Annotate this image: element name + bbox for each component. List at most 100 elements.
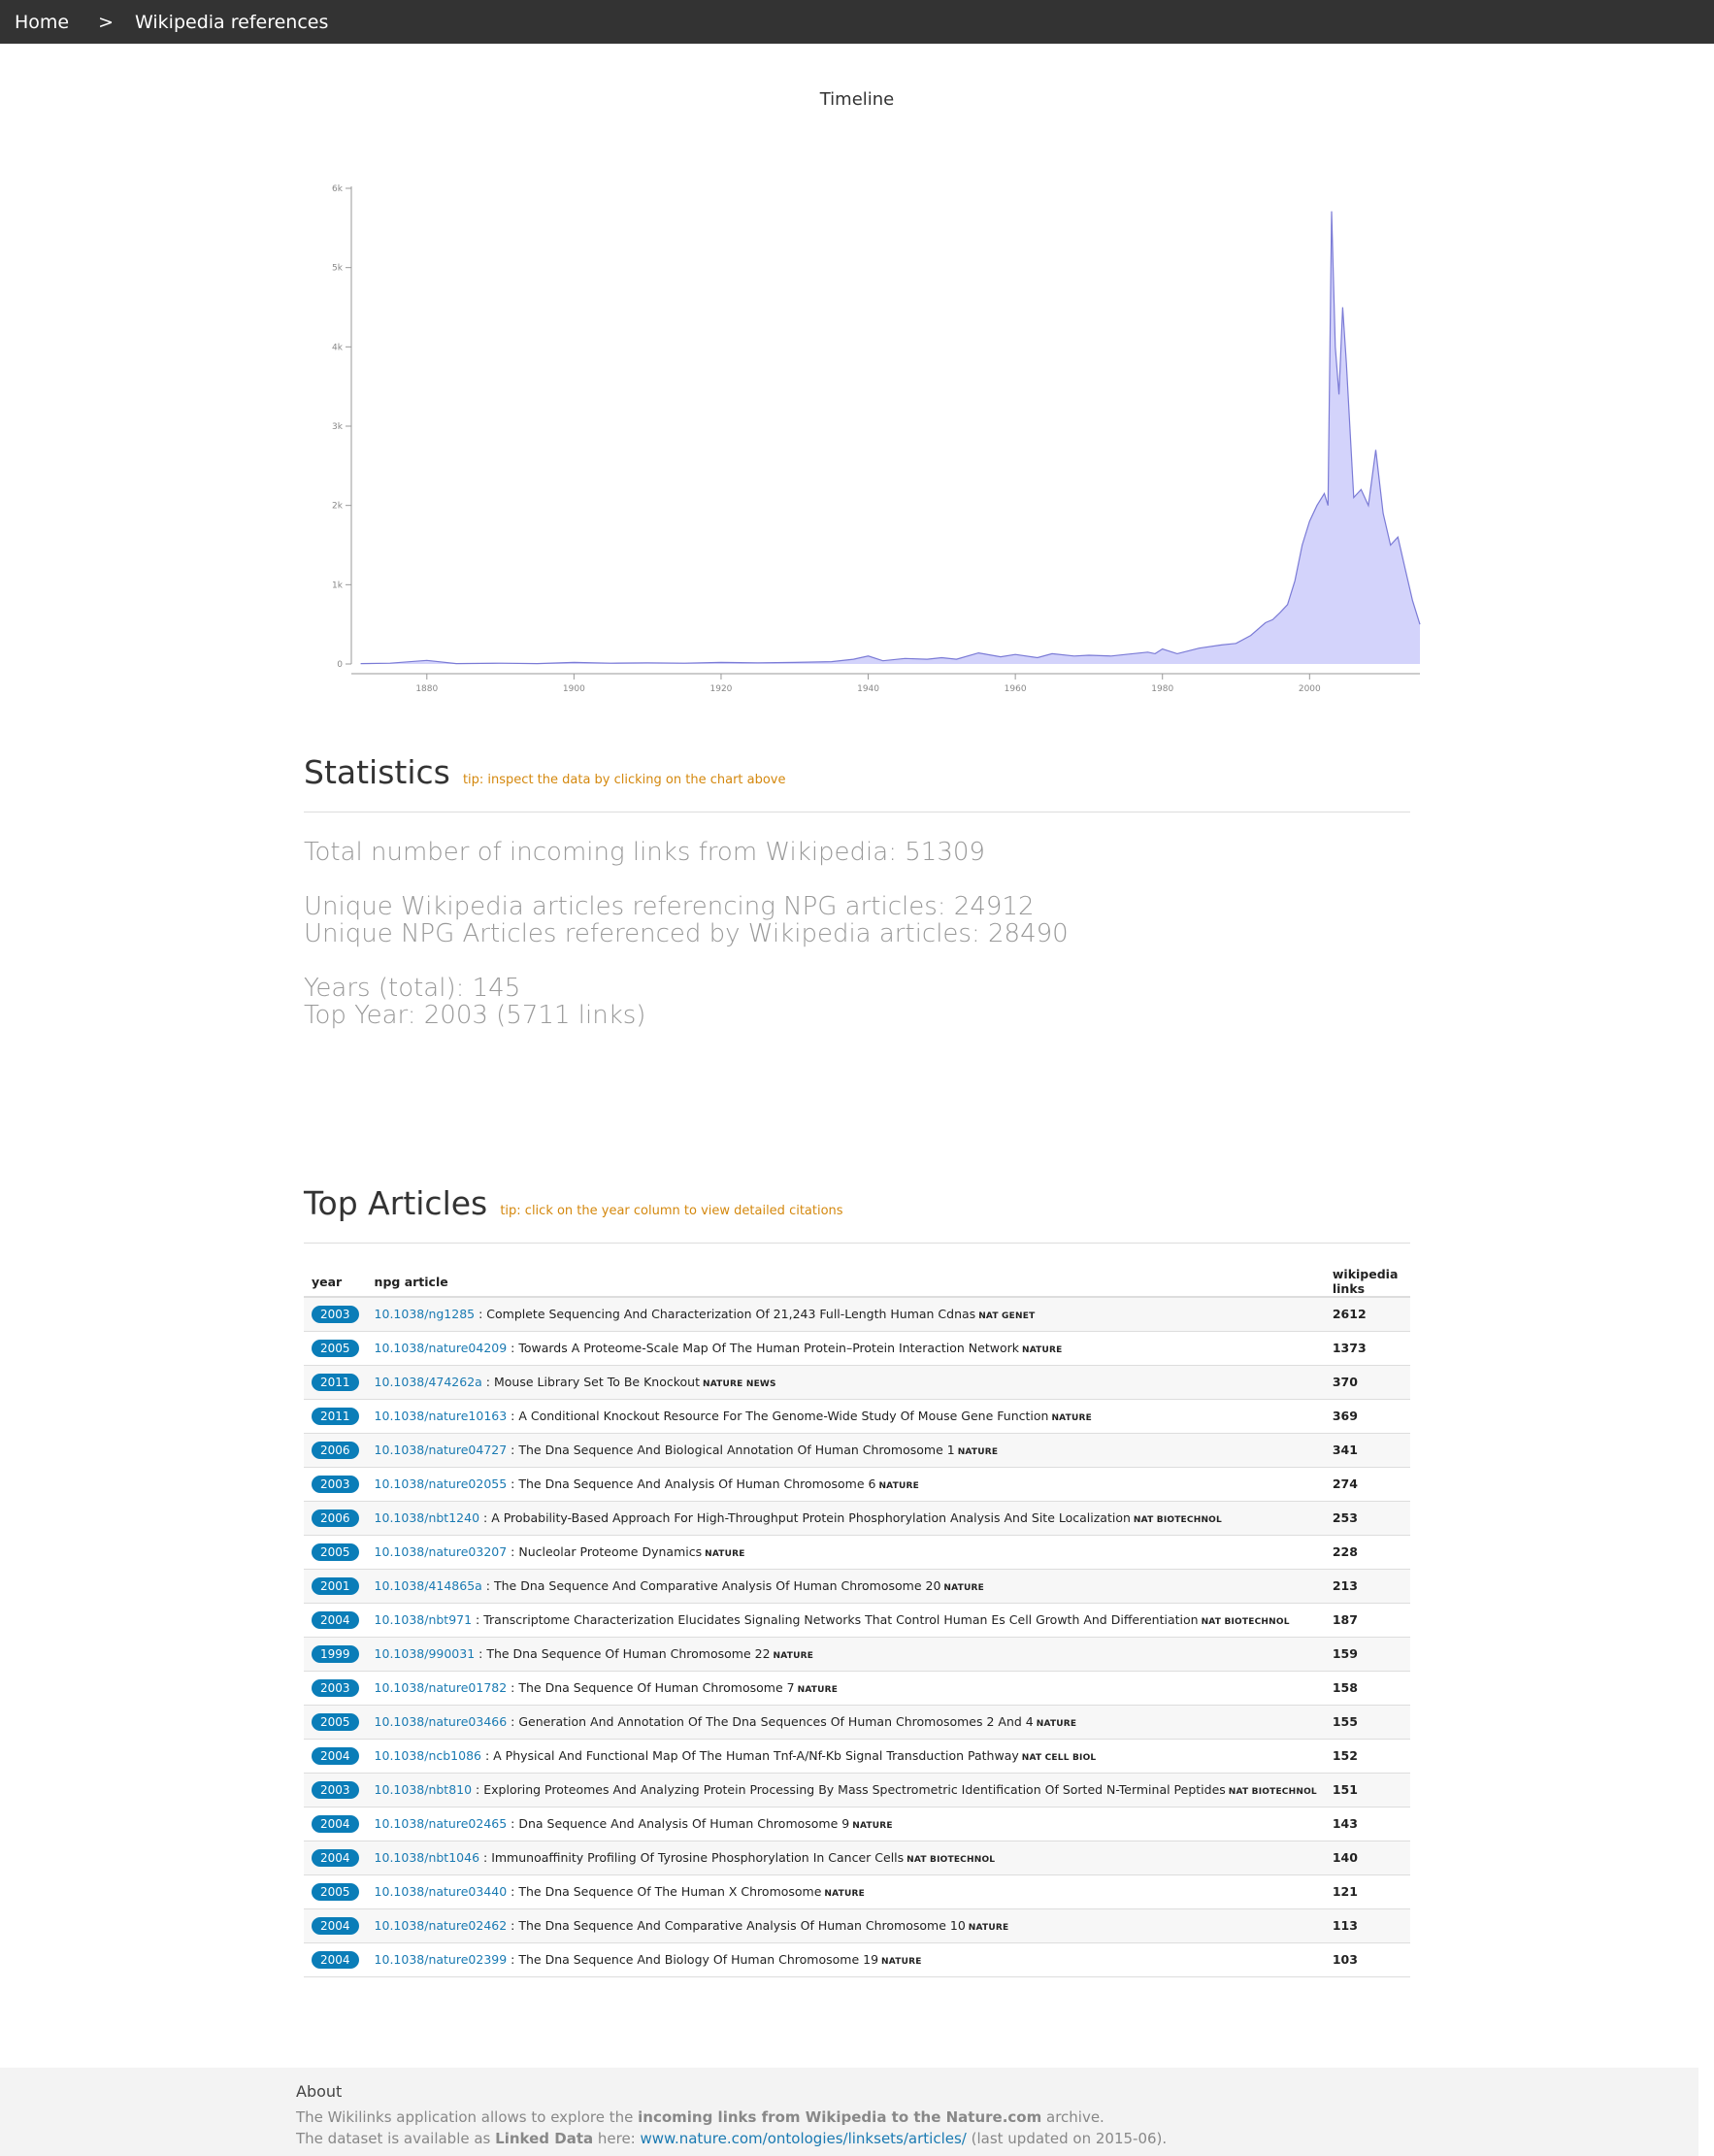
article-cell: 10.1038/nbt1046 : Immunoaffinity Profili… — [366, 1841, 1325, 1875]
series-area[interactable] — [360, 211, 1420, 664]
y-tick-label: 0 — [337, 660, 343, 670]
year-badge[interactable]: 2003 — [312, 1305, 359, 1323]
year-badge[interactable]: 2011 — [312, 1373, 359, 1391]
year-cell[interactable]: 2004 — [304, 1908, 367, 1943]
year-badge[interactable]: 2005 — [312, 1339, 359, 1357]
doi-link[interactable]: 10.1038/nature02462 — [374, 1918, 508, 1933]
year-badge[interactable]: 2004 — [312, 1916, 359, 1935]
table-row: 2004 10.1038/nature02462 : The Dna Sequen… — [304, 1908, 1410, 1943]
year-cell[interactable]: 2005 — [304, 1874, 367, 1909]
year-cell[interactable]: 2001 — [304, 1569, 367, 1604]
article-title: : Generation And Annotation Of The Dna S… — [507, 1714, 1034, 1729]
links-count: 369 — [1324, 1399, 1410, 1434]
year-cell[interactable]: 2004 — [304, 1807, 367, 1841]
year-badge[interactable]: 2003 — [312, 1475, 359, 1493]
year-cell[interactable]: 2004 — [304, 1603, 367, 1638]
statistics-heading: Statistics — [304, 753, 450, 791]
table-row: 2003 10.1038/nature02055 : The Dna Sequen… — [304, 1467, 1410, 1502]
top-articles-table: year npg article wikipedia links 2003 10.… — [304, 1267, 1410, 1977]
table-row: 2004 10.1038/ncb1086 : A Physical And Fun… — [304, 1739, 1410, 1774]
year-cell[interactable]: 2003 — [304, 1671, 367, 1706]
doi-link[interactable]: 10.1038/ng1285 — [374, 1307, 476, 1322]
links-count: 152 — [1324, 1739, 1410, 1774]
doi-link[interactable]: 10.1038/414865a — [374, 1578, 482, 1593]
links-count: 140 — [1324, 1841, 1410, 1875]
statistics-panel: Total number of incoming links from Wiki… — [304, 839, 1069, 1029]
table-row: 2003 10.1038/nbt810 : Exploring Proteomes… — [304, 1773, 1410, 1808]
breadcrumb-separator: > — [98, 11, 115, 33]
year-cell[interactable]: 1999 — [304, 1637, 367, 1672]
doi-link[interactable]: 10.1038/nbt1046 — [374, 1850, 480, 1865]
links-count: 159 — [1324, 1637, 1410, 1672]
doi-link[interactable]: 10.1038/nature02055 — [374, 1476, 508, 1491]
doi-link[interactable]: 10.1038/nature02465 — [374, 1816, 508, 1831]
doi-link[interactable]: 10.1038/nbt810 — [374, 1782, 473, 1797]
year-badge[interactable]: 2011 — [312, 1407, 359, 1425]
doi-link[interactable]: 10.1038/nature04727 — [374, 1443, 508, 1457]
doi-link[interactable]: 10.1038/474262a — [374, 1375, 482, 1389]
article-cell: 10.1038/nature02055 : The Dna Sequence A… — [366, 1467, 1325, 1502]
doi-link[interactable]: 10.1038/nature04209 — [374, 1341, 508, 1355]
year-badge[interactable]: 1999 — [312, 1644, 359, 1663]
links-count: 213 — [1324, 1569, 1410, 1604]
year-cell[interactable]: 2006 — [304, 1433, 367, 1468]
doi-link[interactable]: 10.1038/nature03466 — [374, 1714, 508, 1729]
year-badge[interactable]: 2005 — [312, 1882, 359, 1901]
journal-name: NATURE — [1021, 1345, 1063, 1355]
doi-link[interactable]: 10.1038/nbt971 — [374, 1612, 473, 1627]
year-badge[interactable]: 2004 — [312, 1848, 359, 1867]
doi-link[interactable]: 10.1038/nature02399 — [374, 1952, 508, 1967]
article-cell: 10.1038/nature01782 : The Dna Sequence O… — [366, 1671, 1325, 1706]
year-badge[interactable]: 2004 — [312, 1610, 359, 1629]
column-header-links[interactable]: wikipedia links — [1324, 1267, 1410, 1298]
linksets-link[interactable]: www.nature.com/ontologies/linksets/artic… — [640, 2130, 967, 2147]
year-badge[interactable]: 2004 — [312, 1746, 359, 1765]
year-badge[interactable]: 2003 — [312, 1780, 359, 1799]
doi-link[interactable]: 10.1038/nature03207 — [374, 1544, 508, 1559]
year-badge[interactable]: 2005 — [312, 1542, 359, 1561]
doi-link[interactable]: 10.1038/nature01782 — [374, 1680, 508, 1695]
stat-unique-npg: Unique NPG Articles referenced by Wikipe… — [304, 919, 1069, 948]
year-badge[interactable]: 2004 — [312, 1950, 359, 1969]
article-title: : A Physical And Functional Map Of The H… — [481, 1748, 1019, 1763]
year-cell[interactable]: 2004 — [304, 1942, 367, 1977]
doi-link[interactable]: 10.1038/ncb1086 — [374, 1748, 481, 1763]
journal-name: NAT BIOTECHNOL — [1228, 1787, 1317, 1797]
home-link[interactable]: Home — [15, 11, 70, 33]
year-cell[interactable]: 2004 — [304, 1841, 367, 1875]
timeline-chart[interactable]: 0 1k 2k 3k 4k 5k 6k 1880 1900 1920 1940 1960 1980 200… — [291, 165, 1436, 709]
year-cell[interactable]: 2006 — [304, 1501, 367, 1536]
table-row: 2004 10.1038/nbt971 : Transcriptome Chara… — [304, 1603, 1410, 1638]
year-badge[interactable]: 2004 — [312, 1814, 359, 1833]
top-articles-heading: Top Articles — [304, 1184, 488, 1222]
year-cell[interactable]: 2011 — [304, 1399, 367, 1434]
doi-link[interactable]: 10.1038/990031 — [374, 1646, 476, 1661]
year-cell[interactable]: 2005 — [304, 1705, 367, 1740]
year-cell[interactable]: 2003 — [304, 1773, 367, 1808]
year-badge[interactable]: 2001 — [312, 1576, 359, 1595]
journal-name: NATURE — [878, 1481, 919, 1491]
year-badge[interactable]: 2006 — [312, 1441, 359, 1459]
article-title: : Towards A Proteome-Scale Map Of The Hu… — [507, 1341, 1019, 1355]
year-badge[interactable]: 2006 — [312, 1509, 359, 1527]
x-tick-label: 1960 — [1005, 684, 1027, 694]
doi-link[interactable]: 10.1038/nature03440 — [374, 1884, 508, 1899]
statistics-tip: tip: inspect the data by clicking on the… — [462, 773, 786, 787]
year-cell[interactable]: 2004 — [304, 1739, 367, 1774]
table-row: 2005 10.1038/nature03466 : Generation And… — [304, 1705, 1410, 1740]
doi-link[interactable]: 10.1038/nbt1240 — [374, 1510, 480, 1525]
y-tick-label: 6k — [332, 184, 344, 194]
article-title: : The Dna Sequence And Comparative Analy… — [481, 1578, 941, 1593]
doi-link[interactable]: 10.1038/nature10163 — [374, 1409, 508, 1423]
year-cell[interactable]: 2003 — [304, 1467, 367, 1502]
year-cell[interactable]: 2005 — [304, 1535, 367, 1570]
year-badge[interactable]: 2003 — [312, 1678, 359, 1697]
top-nav-bar: Home > Wikipedia references — [0, 0, 1714, 44]
year-badge[interactable]: 2005 — [312, 1712, 359, 1731]
year-cell[interactable]: 2011 — [304, 1365, 367, 1400]
year-cell[interactable]: 2005 — [304, 1331, 367, 1366]
column-header-year[interactable]: year — [304, 1267, 367, 1298]
year-cell[interactable]: 2003 — [304, 1297, 367, 1332]
x-tick-label: 1920 — [710, 684, 733, 694]
column-header-article[interactable]: npg article — [366, 1267, 1325, 1298]
